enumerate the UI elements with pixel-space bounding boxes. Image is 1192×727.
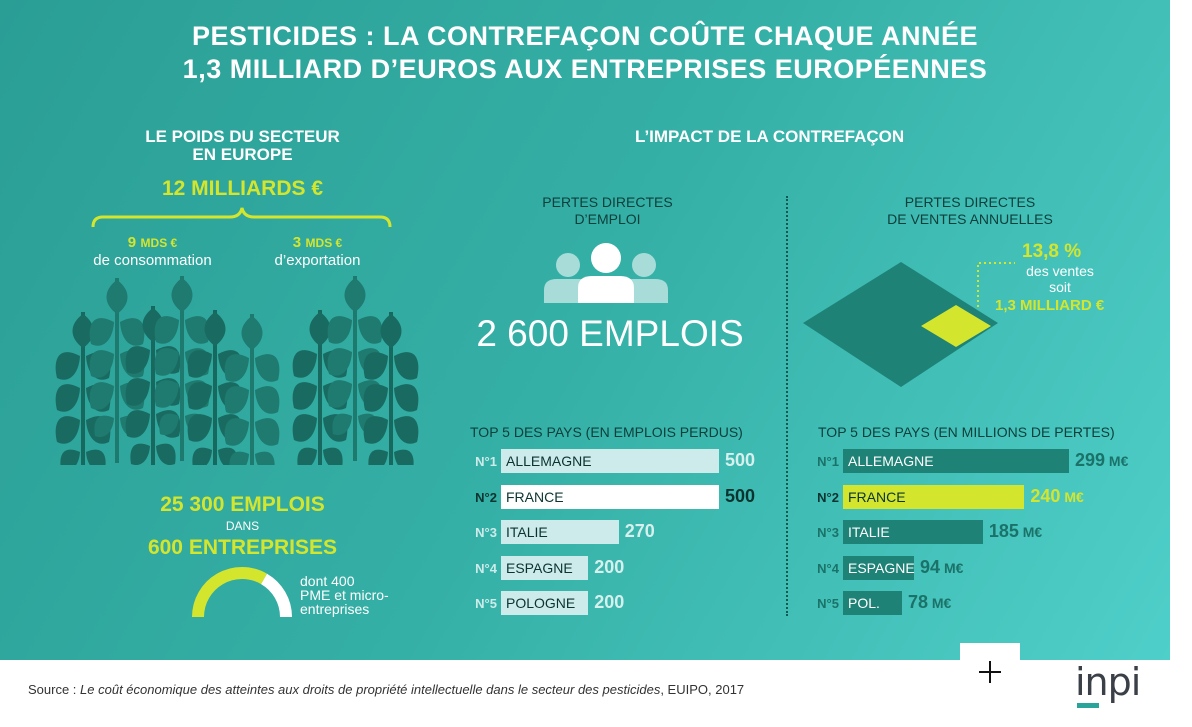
sales-top5-chart: N°1 ALLEMAGNE 299 M€ N°2 FRANCE 240 M€ N°3 ITAL… <box>810 449 1155 619</box>
rank-label: N°4 <box>817 560 839 576</box>
sales-losses-title: PERTES DIRECTES DE VENTES ANNUELLES <box>887 194 1053 227</box>
bar: ITALIE <box>843 520 983 544</box>
employment-block: 25 300 EMPLOIS DANS 600 ENTREPRISES <box>147 493 338 559</box>
bar: ITALIE <box>501 520 619 544</box>
sales-losses-amount: 1,3 MILLIARD € <box>995 297 1105 314</box>
bar-category-label: POLOGNE <box>506 595 576 611</box>
plus-button[interactable] <box>960 643 1020 703</box>
bar-value-label: 299 M€ <box>1075 450 1129 470</box>
jobs-top5-chart: N°1 ALLEMAGNE 500 N°2 FRANCE 500 N°3 ITALIE 270 N… <box>465 449 785 619</box>
bar-value-label: 270 <box>624 521 655 541</box>
rank-label: N°3 <box>475 525 497 540</box>
bar-category-label: FRANCE <box>506 488 564 505</box>
bar-category-label: FRANCE <box>848 488 906 505</box>
infographic: PESTICIDES : LA CONTREFAÇON COÛTE CHAQUE… <box>0 0 1170 660</box>
bar: POLOGNE <box>501 591 589 615</box>
sme-gauge-rest <box>260 573 292 618</box>
bar-category-label: ALLEMAGNE <box>506 453 592 469</box>
consumption-block: 9 MDS € de consommation <box>93 234 212 269</box>
sales-share-diamond-icon <box>803 262 1015 387</box>
bar-value-label: 500 <box>725 450 756 470</box>
bar-category-label: ALLEMAGNE <box>848 453 934 469</box>
bar-category-label: ESPAGNE <box>848 559 915 576</box>
sme-gauge-fill <box>192 567 268 618</box>
panel-divider <box>786 196 788 616</box>
sales-top5-title: TOP 5 DES PAYS (EN MILLIONS DE PERTES) <box>818 424 1115 440</box>
bar-value-label: 200 <box>594 592 625 612</box>
rank-label: N°5 <box>817 596 839 611</box>
sales-share-label: des ventes soit <box>1026 263 1094 295</box>
rank-label: N°4 <box>475 560 497 576</box>
bar-value-unit: M€ <box>927 595 952 611</box>
logo-accent <box>1077 703 1099 708</box>
sme-gauge-icon <box>192 567 292 618</box>
bar-value-unit: M€ <box>940 559 964 576</box>
sector-weight-heading: LE POIDS DU SECTEUR EN EUROPE <box>145 127 340 164</box>
job-losses-title: PERTES DIRECTES D’EMPLOI <box>542 194 673 227</box>
bar: POL. <box>843 591 902 615</box>
rank-label: N°3 <box>817 525 839 540</box>
bar-value-label: 94 M€ <box>920 556 964 577</box>
brace-icon <box>91 207 392 228</box>
sector-total: 12 MILLIARDS € <box>161 177 324 200</box>
page-title: PESTICIDES : LA CONTREFAÇON COÛTE CHAQUE… <box>60 20 1110 86</box>
rank-label: N°5 <box>475 596 497 611</box>
rank-label: N°1 <box>817 454 839 469</box>
export-block: 3 MDS € d’exportation <box>274 234 361 269</box>
jobs-top5-title: TOP 5 DES PAYS (EN EMPLOIS PERDUS) <box>470 424 743 440</box>
bar-value-label: 500 <box>725 485 756 506</box>
bar: ALLEMAGNE <box>501 449 719 473</box>
people-group-icon <box>544 243 668 303</box>
bar: ESPAGNE <box>843 555 915 580</box>
sme-note: dont 400 PME et micro- entreprises <box>300 573 389 617</box>
inpi-logo: inpi <box>1075 663 1141 708</box>
bar-category-label: POL. <box>848 595 880 611</box>
bar: FRANCE <box>843 484 1025 509</box>
bar-value-label: 185 M€ <box>988 521 1043 541</box>
bar: ESPAGNE <box>501 555 589 580</box>
bar-category-label: ITALIE <box>506 524 548 540</box>
bar-value-unit: M€ <box>1060 488 1084 505</box>
bar-value-label: 240 M€ <box>1030 485 1084 506</box>
impact-heading: L’IMPACT DE LA CONTREFAÇON <box>635 127 905 146</box>
bar-value-label: 78 M€ <box>907 592 952 612</box>
wheat-plants-icon <box>53 274 421 465</box>
sales-share-pct: 13,8 % <box>1022 241 1082 262</box>
bar: ALLEMAGNE <box>843 449 1069 473</box>
rank-label: N°1 <box>475 454 497 469</box>
plus-icon <box>979 661 1001 683</box>
bar-category-label: ITALIE <box>848 524 890 540</box>
rank-label: N°2 <box>475 489 497 505</box>
title-line-2: 1,3 MILLIARD D’EUROS AUX ENTREPRISES EUR… <box>182 54 988 84</box>
rank-label: N°2 <box>817 489 839 505</box>
bar: FRANCE <box>501 484 719 509</box>
bar-value-unit: M€ <box>1018 524 1043 540</box>
bar-value-unit: M€ <box>1105 453 1129 469</box>
title-line-1: PESTICIDES : LA CONTREFAÇON COÛTE CHAQUE… <box>191 21 979 51</box>
bar-value-label: 200 <box>594 556 625 577</box>
source-citation: Source : Le coût économique des atteinte… <box>28 682 745 697</box>
job-losses-total: 2 600 EMPLOIS <box>476 313 744 354</box>
bar-category-label: ESPAGNE <box>506 559 573 576</box>
